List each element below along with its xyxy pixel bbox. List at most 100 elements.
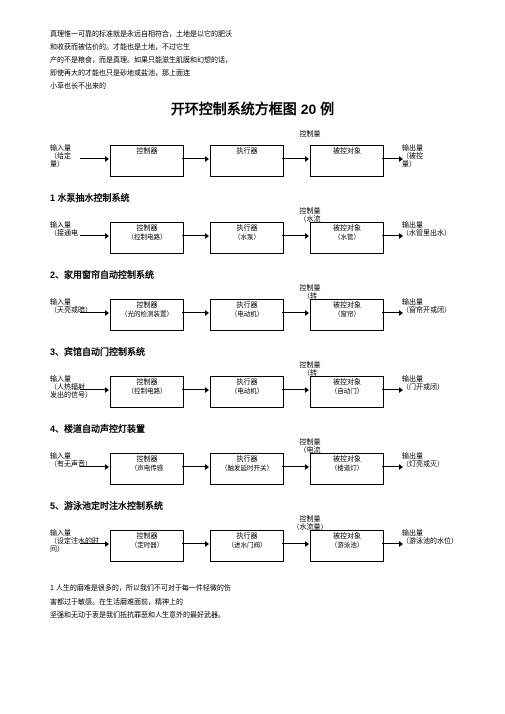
box-title: 控制器 bbox=[111, 379, 183, 387]
box-sub: （游泳池） bbox=[311, 542, 383, 550]
flow-box: 被控对象 bbox=[310, 145, 384, 177]
flow-box: 控制器（定时器） bbox=[110, 530, 184, 562]
box-sub: （控制电路） bbox=[111, 388, 183, 396]
section-title: 5、游泳池定时注水控制系统 bbox=[50, 499, 455, 512]
top-text-line: 小草也长不出来的 bbox=[50, 82, 455, 91]
flow-diagram: 输入量（给定量）控制器执行器被控对象控制量输出量（被控量） bbox=[50, 131, 455, 179]
flow-box: 被控对象（自动门） bbox=[310, 376, 384, 408]
section-title: 1 水泵抽水控制系统 bbox=[50, 191, 455, 204]
box-title: 控制器 bbox=[111, 148, 183, 156]
arrow bbox=[80, 389, 108, 390]
control-label: 控制量 bbox=[280, 131, 340, 139]
bottom-text-line: 害都过于敏感。在生活磨难面前，精神上的 bbox=[50, 598, 455, 607]
flow-box: 控制器 bbox=[110, 145, 184, 177]
box-sub: （电动机） bbox=[211, 388, 283, 396]
box-title: 执行器 bbox=[211, 456, 283, 464]
box-sub: （水管） bbox=[311, 234, 383, 242]
box-title: 控制器 bbox=[111, 533, 183, 541]
flow-box: 被控对象（水管） bbox=[310, 222, 384, 254]
flow-box: 执行器（水泵） bbox=[210, 222, 284, 254]
arrow bbox=[382, 312, 402, 313]
arrow bbox=[282, 235, 308, 236]
flow-diagram: 输入量（设定注水的时间）控制器（定时器）执行器（进水门阀）被控对象（游泳池）控制… bbox=[50, 516, 455, 564]
flow-box: 控制器（控制电路） bbox=[110, 222, 184, 254]
box-title: 被控对象 bbox=[311, 225, 383, 233]
box-title: 被控对象 bbox=[311, 456, 383, 464]
box-title: 执行器 bbox=[211, 148, 283, 156]
arrow bbox=[282, 389, 308, 390]
box-title: 被控对象 bbox=[311, 533, 383, 541]
flow-box: 控制器（声电传感 bbox=[110, 453, 184, 485]
flow-diagram: 输入量（有无声音）控制器（声电传感执行器（触发延时开关）被控对象（楼道灯）控制量… bbox=[50, 439, 455, 487]
arrow bbox=[382, 389, 402, 390]
control-label: 控制量（转 bbox=[280, 362, 340, 377]
box-title: 执行器 bbox=[211, 225, 283, 233]
arrow bbox=[182, 466, 208, 467]
arrow bbox=[182, 389, 208, 390]
arrow bbox=[382, 235, 402, 236]
section-title: 4、楼道自动声控灯装置 bbox=[50, 422, 455, 435]
box-title: 控制器 bbox=[111, 225, 183, 233]
top-text-line: 真理惟一可靠的标准就是永远自相符合，土地是以它的肥沃 bbox=[50, 30, 455, 39]
box-sub: （定时器） bbox=[111, 542, 183, 550]
box-sub: （光的检测装置） bbox=[111, 311, 183, 319]
arrow bbox=[182, 543, 208, 544]
box-sub: （进水门阀） bbox=[211, 542, 283, 550]
flow-diagram: 输入量（接通电控制器（控制电路）执行器（水泵）被控对象（水管）控制量（水流输出量… bbox=[50, 208, 455, 256]
flow-box: 被控对象（窗帘） bbox=[310, 299, 384, 331]
input-label: 输入量（给定量） bbox=[50, 145, 105, 168]
flow-box: 执行器（电动机） bbox=[210, 299, 284, 331]
top-text-line: 和收获而被估价的。才能也是土地，不过它生 bbox=[50, 43, 455, 52]
output-label: 输出量（门开或闭） bbox=[402, 376, 462, 391]
flow-box: 控制器（控制电路） bbox=[110, 376, 184, 408]
input-label: 输入量（人热辐射发出的信号） bbox=[50, 376, 105, 399]
output-label: 输出量（游泳池的水位） bbox=[402, 530, 462, 545]
flow-box: 执行器 bbox=[210, 145, 284, 177]
bottom-text-line: 1 人生的磨难是很多的，所以我们不可对于每一件轻微的伤 bbox=[50, 584, 455, 593]
control-label: 控制量（水流量） bbox=[280, 516, 340, 531]
top-text-line: 产的不是粮食，而是真理。如果只能滋生肌膜和幻想的话， bbox=[50, 56, 455, 65]
control-label: 控制量（电流 bbox=[280, 439, 340, 454]
diagrams-container: 输入量（给定量）控制器执行器被控对象控制量输出量（被控量）1 水泵抽水控制系统输… bbox=[50, 131, 455, 564]
section-title: 3、宾馆自动门控制系统 bbox=[50, 345, 455, 358]
bottom-paragraph: 1 人生的磨难是很多的，所以我们不可对于每一件轻微的伤害都过于敏感。在生活磨难面… bbox=[50, 584, 455, 619]
flow-diagram: 输入量（天亮或暗）控制器（光的检测装置）执行器（电动机）被控对象（窗帘）控制量（… bbox=[50, 285, 455, 333]
bottom-text-line: 坚强和无动于衷是我们抵抗罪恶和人生意外的最好武器。 bbox=[50, 611, 455, 620]
arrow bbox=[80, 158, 108, 159]
top-paragraph: 真理惟一可靠的标准就是永远自相符合，土地是以它的肥沃和收获而被估价的。才能也是土… bbox=[50, 30, 455, 91]
input-label: 输入量（设定注水的时间） bbox=[50, 530, 105, 553]
arrow bbox=[382, 543, 402, 544]
section-title: 2、家用窗帘自动控制系统 bbox=[50, 268, 455, 281]
main-title: 开环控制系统方框图 20 例 bbox=[50, 99, 455, 119]
control-label: 控制量（水流 bbox=[280, 208, 340, 223]
top-text-line: 即使再大的才能也只是砂地或盐池，那上面连 bbox=[50, 69, 455, 78]
arrow bbox=[382, 466, 402, 467]
box-title: 执行器 bbox=[211, 533, 283, 541]
box-sub: （声电传感 bbox=[111, 465, 183, 473]
flow-box: 被控对象（游泳池） bbox=[310, 530, 384, 562]
box-title: 被控对象 bbox=[311, 148, 383, 156]
box-title: 执行器 bbox=[211, 379, 283, 387]
arrow bbox=[80, 312, 108, 313]
box-sub: （窗帘） bbox=[311, 311, 383, 319]
arrow bbox=[182, 312, 208, 313]
box-title: 被控对象 bbox=[311, 302, 383, 310]
arrow bbox=[80, 235, 108, 236]
arrow bbox=[182, 158, 208, 159]
output-label: 输出量（被控量） bbox=[402, 145, 462, 168]
flow-box: 执行器（进水门阀） bbox=[210, 530, 284, 562]
box-sub: （电动机） bbox=[211, 311, 283, 319]
arrow bbox=[382, 158, 402, 159]
flow-box: 执行器（电动机） bbox=[210, 376, 284, 408]
box-sub: （自动门） bbox=[311, 388, 383, 396]
flow-box: 被控对象（楼道灯） bbox=[310, 453, 384, 485]
box-title: 被控对象 bbox=[311, 379, 383, 387]
box-sub: （楼道灯） bbox=[311, 465, 383, 473]
box-sub: （控制电路） bbox=[111, 234, 183, 242]
arrow bbox=[182, 235, 208, 236]
control-label: 控制量（转 bbox=[280, 285, 340, 300]
arrow bbox=[282, 466, 308, 467]
flow-box: 执行器（触发延时开关） bbox=[210, 453, 284, 485]
box-title: 控制器 bbox=[111, 456, 183, 464]
box-sub: （触发延时开关） bbox=[211, 465, 283, 473]
